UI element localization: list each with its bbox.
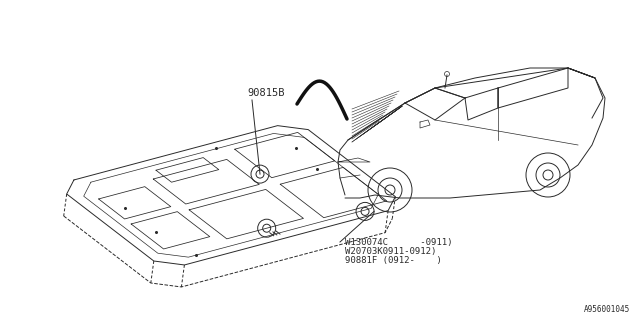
Text: A956001045: A956001045	[584, 305, 630, 314]
Text: W130074C      -0911): W130074C -0911)	[345, 238, 452, 247]
Text: W20703K0911-0912): W20703K0911-0912)	[345, 247, 436, 256]
Text: 90815B: 90815B	[247, 88, 285, 98]
Text: 90881F (0912-    ): 90881F (0912- )	[345, 256, 442, 265]
